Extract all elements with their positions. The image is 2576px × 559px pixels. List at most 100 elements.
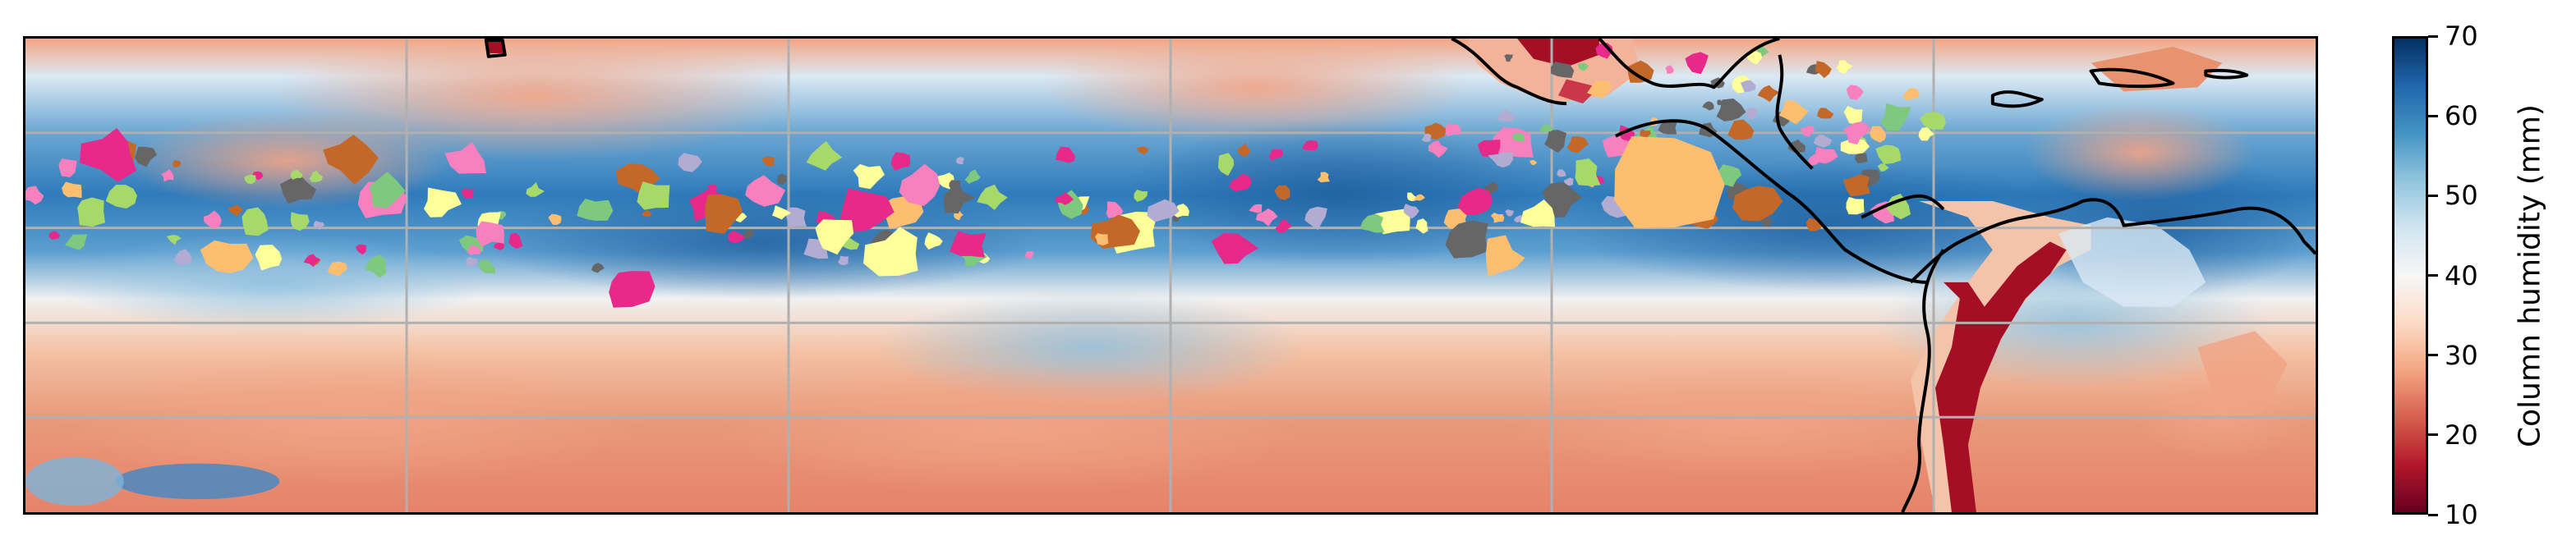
storm-object xyxy=(881,196,924,229)
storm-object xyxy=(228,204,244,217)
storm-object xyxy=(943,182,976,214)
storm-object xyxy=(1614,136,1725,228)
storm-object xyxy=(161,168,174,182)
storm-object xyxy=(1787,139,1806,153)
colorbar-tick xyxy=(2428,433,2438,437)
storm-object xyxy=(1457,187,1493,216)
storm-object xyxy=(25,186,44,205)
storm-object xyxy=(1875,144,1902,165)
storm-object xyxy=(1504,54,1513,62)
storm-object xyxy=(1732,186,1783,222)
colorbar-tick xyxy=(2428,513,2438,516)
storm-object xyxy=(705,195,743,234)
storm-object xyxy=(369,172,406,208)
grid-lines xyxy=(25,39,2316,512)
storm-object xyxy=(1415,218,1428,234)
storm-object xyxy=(58,158,77,177)
storm-object xyxy=(899,163,941,206)
storm-object xyxy=(1275,219,1292,233)
storm-object xyxy=(1741,80,1756,93)
colorbar-label: Column humidity (mm) xyxy=(2513,104,2547,447)
storm-object xyxy=(815,219,854,255)
storm-object xyxy=(1870,126,1887,143)
storm-object xyxy=(1665,65,1674,74)
storm-object xyxy=(1815,61,1832,79)
storm-object xyxy=(1550,62,1575,79)
storm-object xyxy=(1760,217,1773,227)
storm-object xyxy=(1842,174,1870,197)
storm-object xyxy=(1626,60,1654,83)
storm-object xyxy=(48,231,61,240)
storm-object xyxy=(1840,139,1870,154)
storm-object xyxy=(1421,133,1432,142)
colorbar-tick-label: 60 xyxy=(2445,100,2478,132)
tracked-storm-objects xyxy=(25,43,1947,308)
storm-object xyxy=(313,220,325,231)
storm-object xyxy=(64,234,88,250)
storm-object xyxy=(1512,132,1525,142)
storm-object xyxy=(840,188,895,233)
storm-object xyxy=(1746,51,1763,65)
storm-object xyxy=(526,181,545,197)
storm-object xyxy=(444,141,486,174)
storm-object xyxy=(728,230,746,244)
storm-object xyxy=(1403,204,1419,219)
storm-object xyxy=(323,135,379,185)
storm-object xyxy=(173,249,192,265)
storm-object xyxy=(135,146,157,167)
storm-object xyxy=(761,156,775,167)
storm-object xyxy=(309,171,324,182)
storm-object xyxy=(548,213,562,225)
map-canvas xyxy=(25,39,2316,512)
storm-object xyxy=(642,209,652,218)
storm-object xyxy=(1902,87,1920,101)
storm-object xyxy=(1268,149,1284,162)
storm-object xyxy=(1147,199,1180,222)
storm-object xyxy=(494,241,505,250)
colorbar-tick xyxy=(2428,34,2438,38)
storm-object xyxy=(1846,196,1865,215)
storm-object xyxy=(1056,146,1075,163)
storm-object xyxy=(1520,199,1555,227)
storm-object xyxy=(1171,204,1189,218)
storm-object xyxy=(1557,169,1566,177)
storm-object xyxy=(1505,208,1514,217)
storm-object xyxy=(461,188,475,199)
storm-object xyxy=(890,152,911,172)
storm-object xyxy=(1544,130,1566,153)
storm-object xyxy=(863,227,918,277)
storm-object xyxy=(1718,164,1742,187)
storm-object xyxy=(1477,140,1501,157)
storm-object xyxy=(1136,146,1149,155)
storm-object xyxy=(745,175,786,207)
storm-object xyxy=(200,240,254,273)
storm-object xyxy=(255,245,283,271)
storm-object xyxy=(1095,233,1109,246)
storm-object xyxy=(1658,120,1678,135)
storm-object xyxy=(1317,172,1330,183)
storm-object xyxy=(1375,208,1410,235)
storm-object xyxy=(290,169,303,180)
storm-object xyxy=(1810,147,1838,164)
land-surface xyxy=(484,39,2288,512)
storm-object xyxy=(1413,194,1425,201)
colorbar xyxy=(2392,36,2428,515)
storm-object xyxy=(1496,109,1516,122)
storm-object xyxy=(1024,251,1034,259)
storm-object xyxy=(1134,189,1148,202)
colorbar-tick-label: 70 xyxy=(2445,21,2478,52)
storm-object xyxy=(785,207,807,227)
storm-object xyxy=(771,205,791,220)
storm-object xyxy=(365,254,387,278)
storm-object xyxy=(467,245,481,255)
storm-object xyxy=(964,169,981,184)
colorbar-tick xyxy=(2428,114,2438,117)
storm-object xyxy=(1813,135,1833,148)
storm-object xyxy=(1428,140,1448,158)
colorbar-tick xyxy=(2428,194,2438,197)
storm-object xyxy=(105,185,138,208)
storm-object xyxy=(1301,140,1318,151)
storm-object xyxy=(1577,62,1589,71)
storm-object xyxy=(924,232,943,250)
storm-object xyxy=(1249,204,1263,213)
